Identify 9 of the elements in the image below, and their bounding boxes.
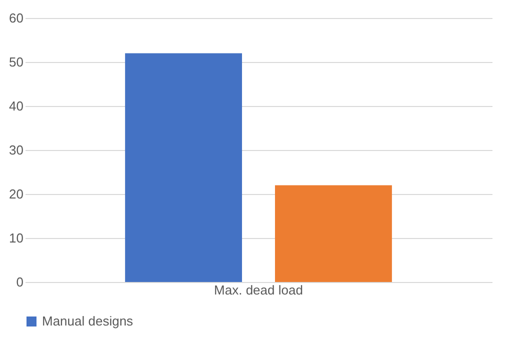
y-tick-label: 30 — [9, 142, 24, 158]
y-tick-label: 50 — [9, 54, 24, 70]
x-tick-label: Max. dead load — [214, 282, 303, 298]
y-tick-label: 60 — [9, 10, 24, 26]
y-tick-label: 20 — [9, 186, 24, 202]
y-tick-label: 10 — [9, 230, 24, 246]
y-tick-label: 0 — [16, 274, 24, 290]
y-tick-label: 40 — [9, 98, 24, 114]
legend-label: Manual designs — [42, 314, 134, 328]
